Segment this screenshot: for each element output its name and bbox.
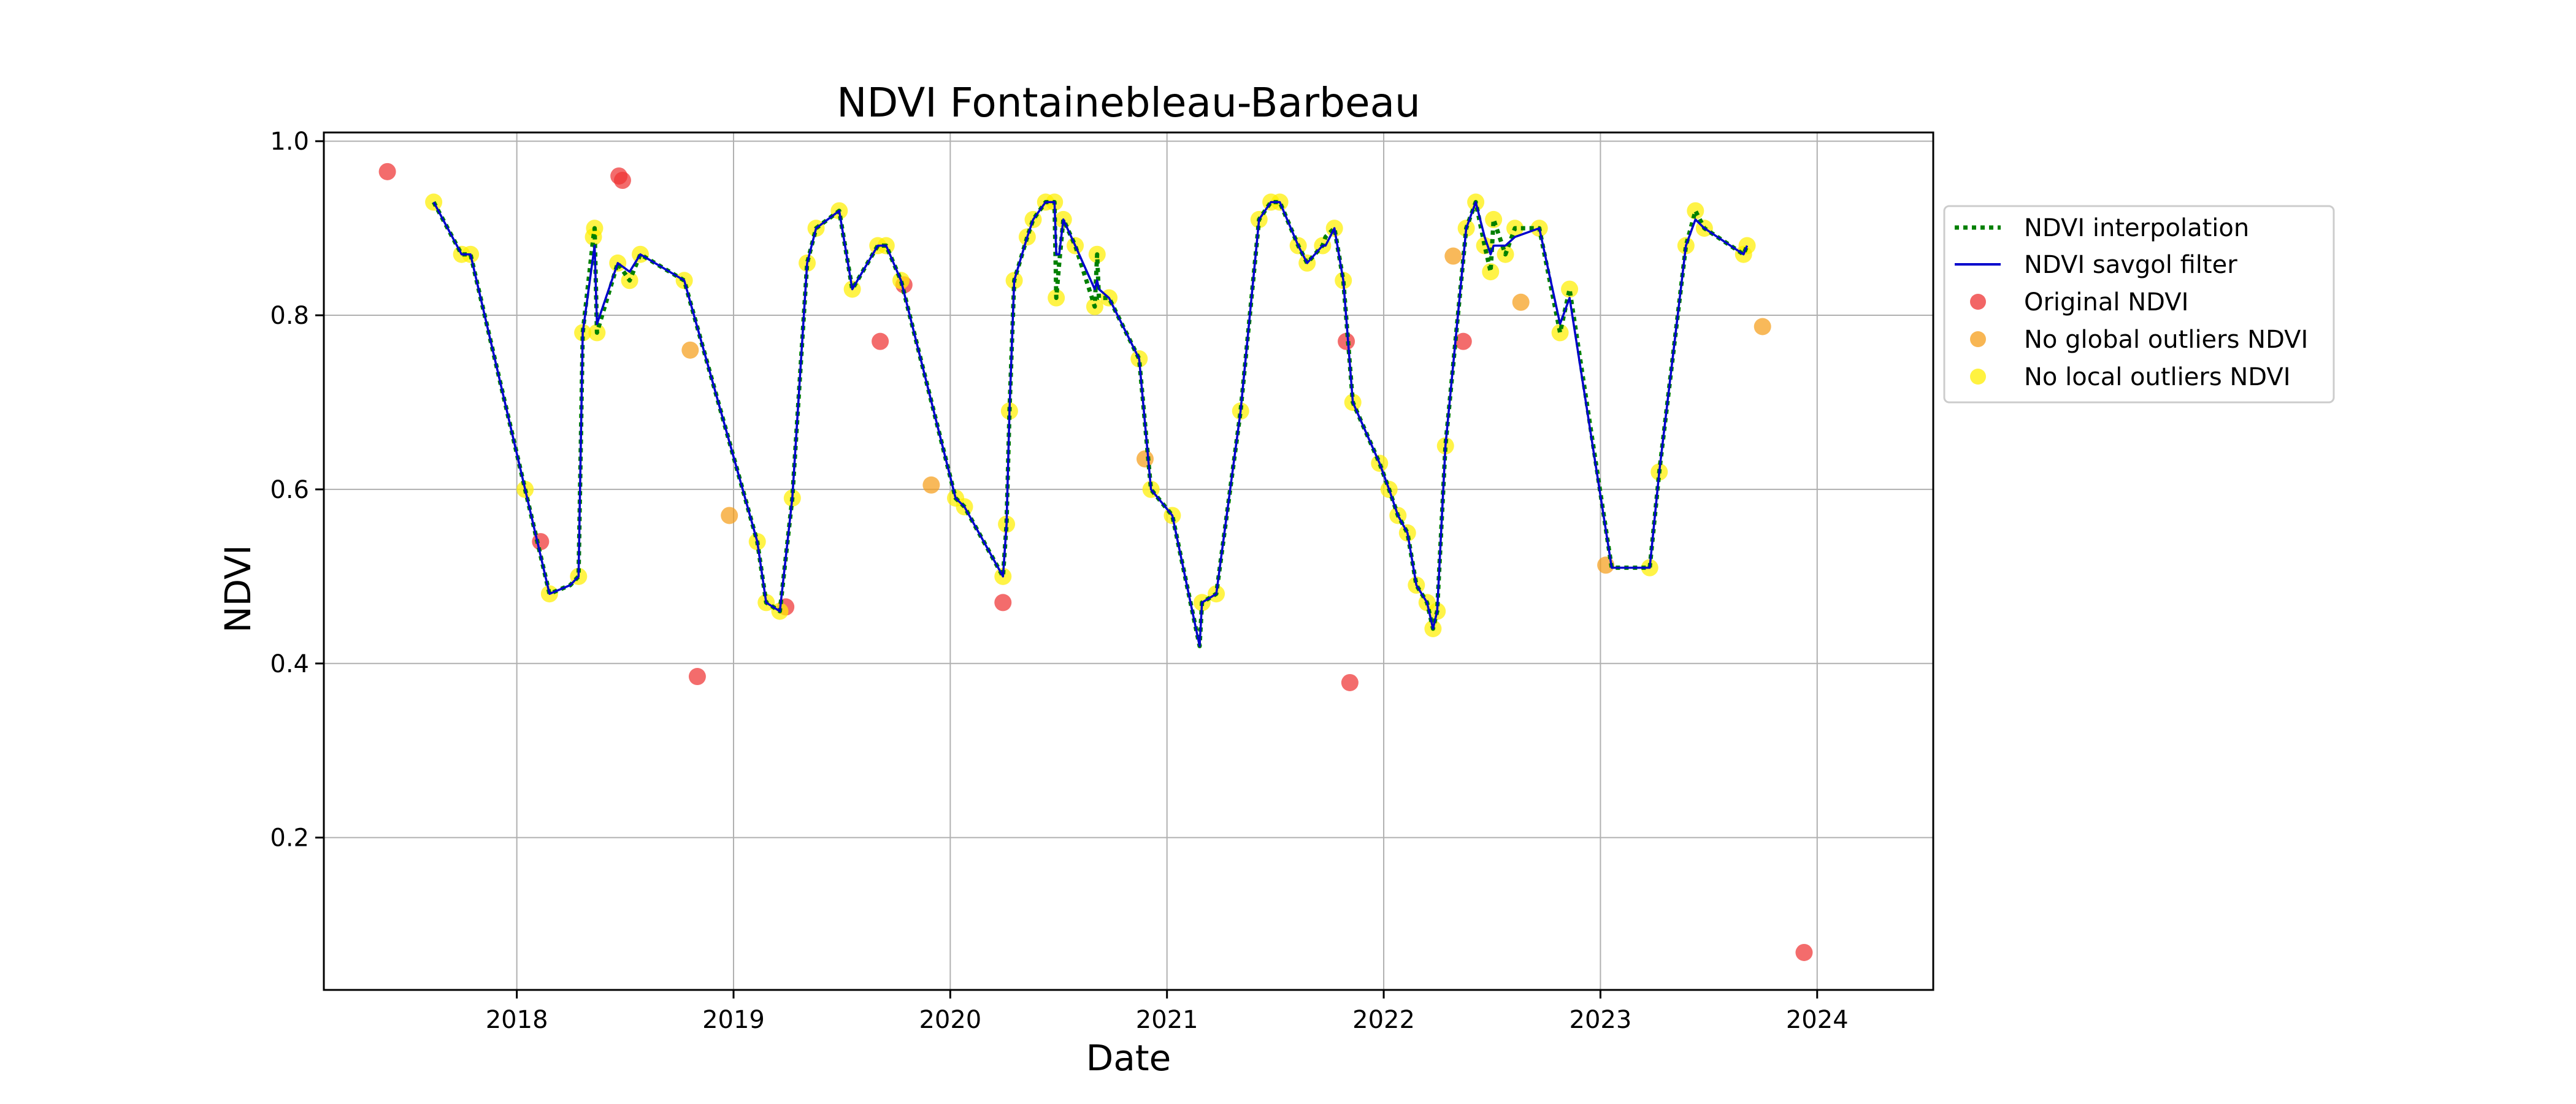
original-ndvi-point <box>688 668 706 686</box>
local-outliers-point <box>1551 324 1569 342</box>
legend-label-global: No global outliers NDVI <box>2024 326 2308 354</box>
local-outliers-point <box>1738 237 1756 255</box>
x-tick-label: 2022 <box>1352 1006 1415 1034</box>
legend-marker-global <box>1970 331 1986 347</box>
global-outliers-point <box>681 341 699 359</box>
y-tick-label: 0.4 <box>270 650 309 678</box>
data-series <box>378 163 1813 961</box>
original-ndvi-point <box>613 172 631 190</box>
original-ndvi-point <box>1795 943 1813 961</box>
legend-box <box>1943 205 2335 404</box>
y-axis-label: NDVI <box>217 545 259 633</box>
y-axis-ticks: 0.2 0.4 0.6 0.8 1.0 <box>270 128 324 853</box>
legend-label-local: No local outliers NDVI <box>2024 363 2291 391</box>
chart-title: NDVI Fontainebleau-Barbeau <box>837 79 1420 126</box>
original-ndvi-point <box>378 163 396 180</box>
global-outliers-point <box>1136 450 1154 468</box>
local-outliers-point <box>1687 202 1704 220</box>
global-outliers-point <box>1512 293 1530 311</box>
y-tick-label: 0.8 <box>270 302 309 330</box>
plot-area-frame <box>323 131 1934 991</box>
savgol-line <box>432 201 1749 648</box>
original-ndvi-point <box>1341 673 1359 691</box>
x-tick-label: 2020 <box>919 1006 981 1034</box>
legend-marker-original <box>1970 294 1986 310</box>
local-outliers-point <box>1561 280 1579 298</box>
original-ndvi-point <box>1454 332 1472 350</box>
legend-label-interpolation: NDVI interpolation <box>2024 214 2249 242</box>
grid-lines <box>324 132 1933 990</box>
local-outliers-point <box>1482 263 1500 281</box>
x-tick-label: 2019 <box>702 1006 765 1034</box>
x-tick-label: 2024 <box>1786 1006 1849 1034</box>
original-ndvi-point <box>994 594 1012 611</box>
y-tick-label: 1.0 <box>270 128 309 156</box>
legend-marker-local <box>1970 369 1986 385</box>
global-outliers-point <box>922 476 940 494</box>
x-tick-label: 2018 <box>486 1006 548 1034</box>
legend-label-original: Original NDVI <box>2024 288 2188 316</box>
global-outliers-point <box>1444 247 1462 265</box>
x-axis-label: Date <box>1086 1037 1171 1079</box>
x-tick-label: 2021 <box>1136 1006 1198 1034</box>
legend-label-savgol: NDVI savgol filter <box>2024 251 2237 279</box>
local-outliers-point <box>1485 210 1503 228</box>
legend: NDVI interpolation NDVI savgol filter Or… <box>1943 205 2335 404</box>
y-tick-label: 0.2 <box>270 824 309 853</box>
global-outliers-point <box>1754 318 1771 335</box>
x-axis-ticks: 2018 2019 2020 2021 2022 2023 2024 <box>486 990 1849 1034</box>
x-tick-label: 2023 <box>1570 1006 1632 1034</box>
global-outliers-point <box>721 507 738 524</box>
original-ndvi-point <box>872 332 889 350</box>
y-tick-label: 0.6 <box>270 476 309 504</box>
